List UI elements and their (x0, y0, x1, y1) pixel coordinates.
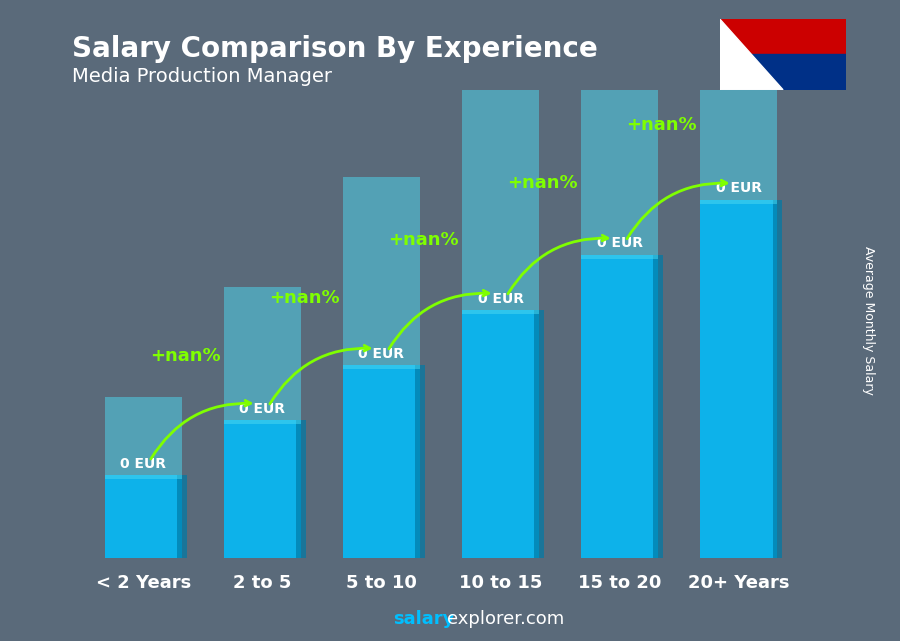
Text: 0 EUR: 0 EUR (239, 402, 285, 415)
Bar (535, 310, 544, 558)
Text: 0 EUR: 0 EUR (121, 456, 166, 470)
Bar (720, 54, 846, 90)
Bar (177, 475, 187, 558)
Bar (462, 310, 539, 558)
Bar (772, 200, 782, 558)
Text: Media Production Manager: Media Production Manager (72, 67, 332, 87)
Text: salary: salary (393, 610, 454, 628)
Bar (653, 255, 663, 558)
Bar (700, 200, 778, 558)
Bar (224, 420, 302, 558)
Bar (580, 0, 658, 260)
Text: +nan%: +nan% (269, 289, 339, 307)
Bar (104, 397, 182, 479)
Bar (104, 475, 182, 558)
Text: +nan%: +nan% (388, 231, 458, 249)
Text: +nan%: +nan% (149, 347, 220, 365)
Text: salaryexplorer.com: salaryexplorer.com (0, 640, 1, 641)
Text: 0 EUR: 0 EUR (358, 347, 404, 361)
Bar (343, 365, 420, 558)
Bar (343, 177, 420, 369)
Text: 0 EUR: 0 EUR (478, 292, 524, 306)
Text: +nan%: +nan% (626, 116, 697, 134)
Text: Average Monthly Salary: Average Monthly Salary (862, 246, 875, 395)
Text: explorer.com: explorer.com (447, 610, 564, 628)
Polygon shape (720, 19, 783, 90)
Text: +nan%: +nan% (507, 174, 578, 192)
Bar (416, 365, 425, 558)
Text: Salary Comparison By Experience: Salary Comparison By Experience (72, 35, 598, 63)
Bar (224, 287, 302, 424)
Bar (700, 0, 778, 204)
Text: 0 EUR: 0 EUR (716, 181, 761, 196)
Bar (720, 19, 846, 54)
Bar (462, 67, 539, 314)
Bar (296, 420, 306, 558)
Text: 0 EUR: 0 EUR (597, 237, 643, 251)
Bar (580, 255, 658, 558)
